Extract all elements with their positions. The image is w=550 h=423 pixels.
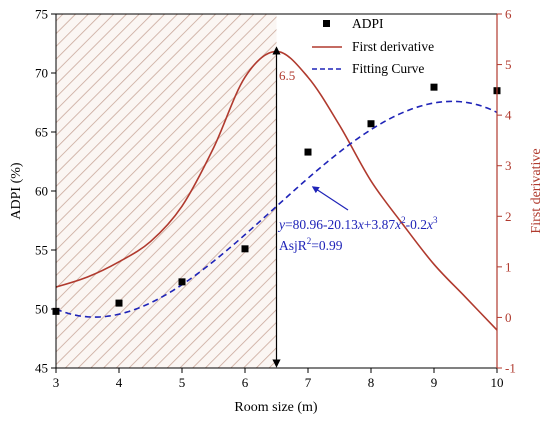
adpi-point: [367, 120, 375, 128]
x-tick-label: 10: [491, 375, 504, 390]
y-left-tick-label: 65: [35, 125, 48, 140]
x-tick-label: 5: [179, 375, 186, 390]
y-left-tick-label: 55: [35, 243, 48, 258]
legend-swatch-adpi: [323, 20, 330, 27]
y-left-tick-label: 75: [35, 7, 48, 22]
y-axis-right-title: First derivative: [529, 148, 544, 233]
x-axis-title: Room size (m): [234, 400, 318, 415]
y-right-tick-label: 2: [505, 209, 512, 224]
legend-label-fit: Fitting Curve: [352, 61, 424, 76]
x-tick-label: 9: [431, 375, 438, 390]
y-axis-left-title: ADPI (%): [9, 162, 24, 219]
y-left-tick-label: 45: [35, 361, 48, 376]
fit-equation: y=80.96-20.13x+3.87x2-0.2x3: [277, 215, 438, 232]
adpi-point: [430, 83, 438, 91]
y-right-tick-label: -1: [505, 361, 516, 376]
y-right-tick-label: 4: [505, 108, 512, 123]
y-left-tick-label: 70: [35, 66, 48, 81]
fitting-curve-line: [55, 100, 498, 318]
x-tick-label: 8: [368, 375, 375, 390]
adpi-point: [304, 148, 312, 156]
x-tick-label: 7: [305, 375, 312, 390]
adpi-point: [115, 299, 123, 307]
equation-pointer-arrow: [311, 186, 349, 211]
legend-label-adpi: ADPI: [352, 16, 384, 31]
shaded-region: [56, 14, 277, 368]
adpi-point: [178, 278, 186, 286]
x-tick-label: 6: [242, 375, 249, 390]
y-right-tick-label: 0: [505, 310, 512, 325]
legend-label-derivative: First derivative: [352, 39, 434, 54]
peak-label: 6.5: [279, 68, 295, 83]
x-tick-label: 3: [53, 375, 60, 390]
y-right-tick-label: 1: [505, 259, 512, 274]
adpi-point: [241, 245, 249, 253]
y-right-tick-label: 6: [505, 7, 512, 22]
x-tick-label: 4: [116, 375, 123, 390]
y-right-tick-label: 3: [505, 158, 512, 173]
legend: ADPI First derivative Fitting Curve: [312, 16, 434, 76]
y-left-tick-label: 50: [35, 302, 48, 317]
fit-r-squared: AsjR2=0.99: [279, 236, 343, 253]
y-right-tick-label: 5: [505, 57, 512, 72]
y-left-tick-label: 60: [35, 184, 48, 199]
